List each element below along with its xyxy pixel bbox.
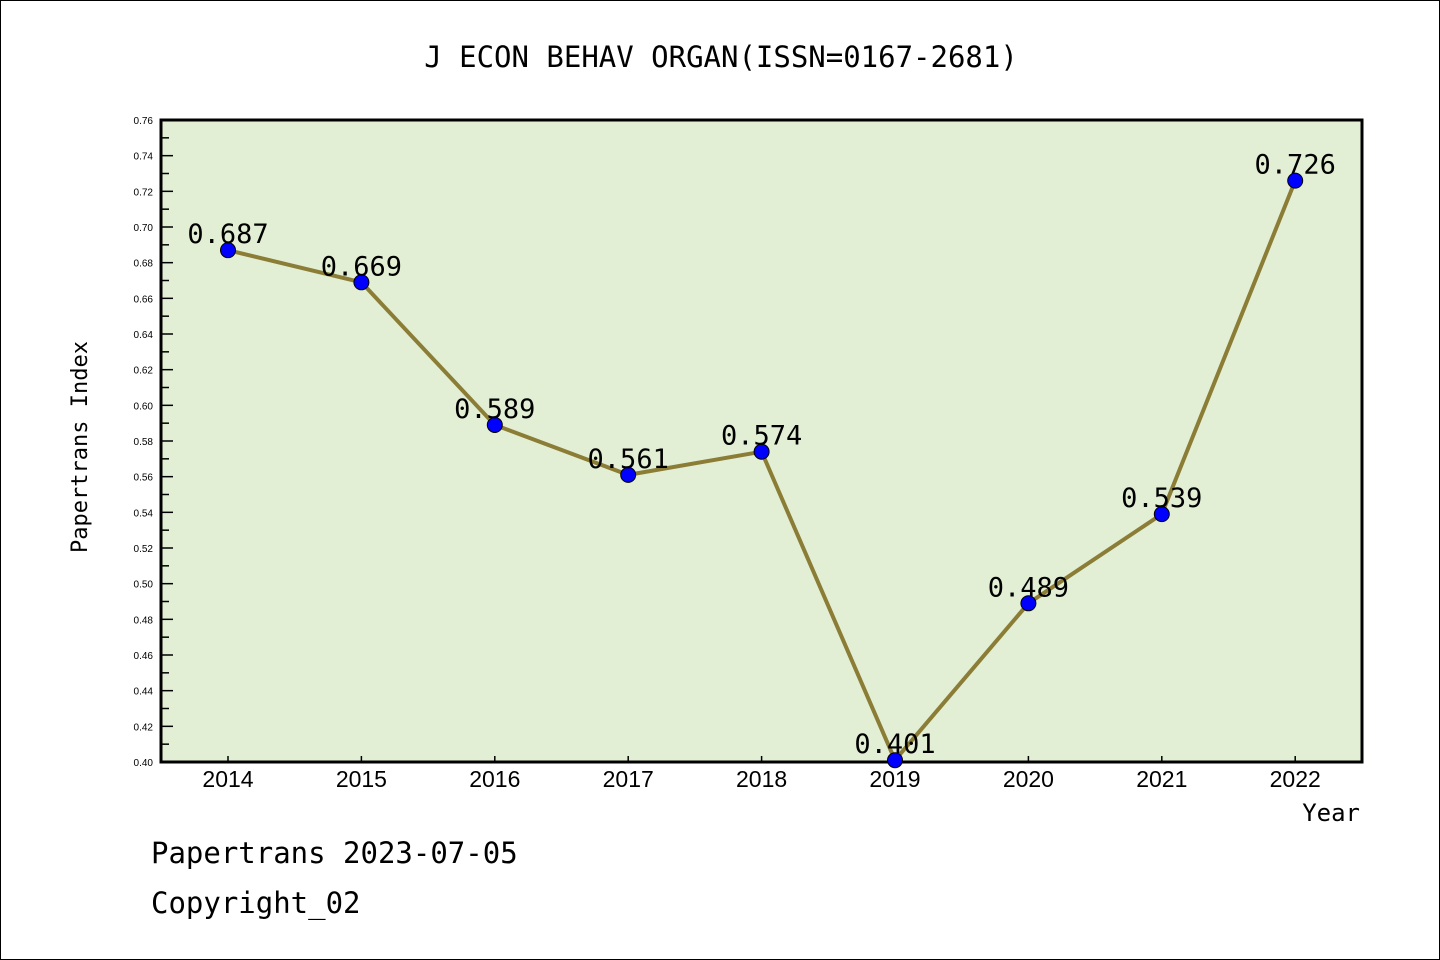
y-tick-label: 0.62 <box>134 366 154 377</box>
y-tick-label: 0.66 <box>134 294 154 305</box>
footer-copyright: Copyright_02 <box>151 886 361 920</box>
y-tick-label: 0.44 <box>134 687 154 698</box>
y-tick-label: 0.72 <box>134 187 154 198</box>
x-tick-label: 2020 <box>1003 766 1054 792</box>
x-tick-label: 2018 <box>736 766 787 792</box>
y-tick-label: 0.46 <box>134 651 154 662</box>
x-tick-label: 2017 <box>603 766 654 792</box>
data-point <box>1153 506 1170 523</box>
footer-date: Papertrans 2023-07-05 <box>151 836 518 870</box>
y-tick-label: 0.54 <box>134 508 154 519</box>
y-tick-label: 0.64 <box>134 330 154 341</box>
y-tick-label: 0.48 <box>134 615 154 626</box>
y-tick-label: 0.74 <box>134 152 154 163</box>
y-tick-label: 0.42 <box>134 722 154 733</box>
x-tick-label: 2022 <box>1270 766 1321 792</box>
x-tick-label: 2021 <box>1136 766 1187 792</box>
data-point <box>753 443 770 460</box>
y-tick-label: 0.40 <box>134 758 154 769</box>
data-label: 0.687 <box>187 219 268 250</box>
data-point <box>1020 595 1037 612</box>
plot-area <box>159 118 1364 764</box>
data-label: 0.401 <box>854 729 935 760</box>
y-axis-label: Papertrans Index <box>68 341 93 553</box>
y-tick-label: 0.70 <box>134 223 154 234</box>
data-label: 0.561 <box>588 444 669 475</box>
y-tick-label: 0.56 <box>134 473 154 484</box>
data-point <box>353 274 370 291</box>
data-label: 0.539 <box>1121 483 1202 514</box>
data-point <box>220 242 236 259</box>
data-label: 0.574 <box>721 421 802 452</box>
x-tick-label: 2016 <box>469 766 520 792</box>
data-point <box>887 752 903 769</box>
data-point <box>620 466 637 483</box>
y-tick-label: 0.60 <box>134 401 154 412</box>
x-tick-label: 2014 <box>202 766 253 792</box>
data-label: 0.726 <box>1255 150 1336 181</box>
x-tick-label: 2015 <box>336 766 387 792</box>
x-axis-label: Year <box>1302 799 1360 827</box>
y-tick-label: 0.52 <box>134 544 154 555</box>
data-label: 0.589 <box>454 394 535 425</box>
y-tick-label: 0.58 <box>134 437 154 448</box>
data-label: 0.489 <box>988 572 1069 603</box>
y-tick-label: 0.68 <box>134 259 154 270</box>
y-tick-label: 0.76 <box>134 116 154 127</box>
data-label: 0.669 <box>321 251 402 282</box>
x-tick-label: 2019 <box>869 766 920 792</box>
data-point <box>1287 172 1304 189</box>
chart-title: J ECON BEHAV ORGAN(ISSN=0167-2681) <box>424 40 1018 74</box>
y-tick-label: 0.50 <box>134 580 154 591</box>
data-point <box>486 416 503 433</box>
